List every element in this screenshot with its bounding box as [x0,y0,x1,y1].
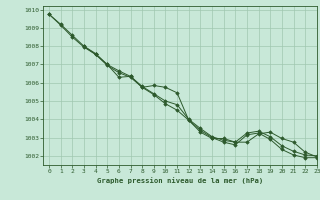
X-axis label: Graphe pression niveau de la mer (hPa): Graphe pression niveau de la mer (hPa) [97,177,263,184]
